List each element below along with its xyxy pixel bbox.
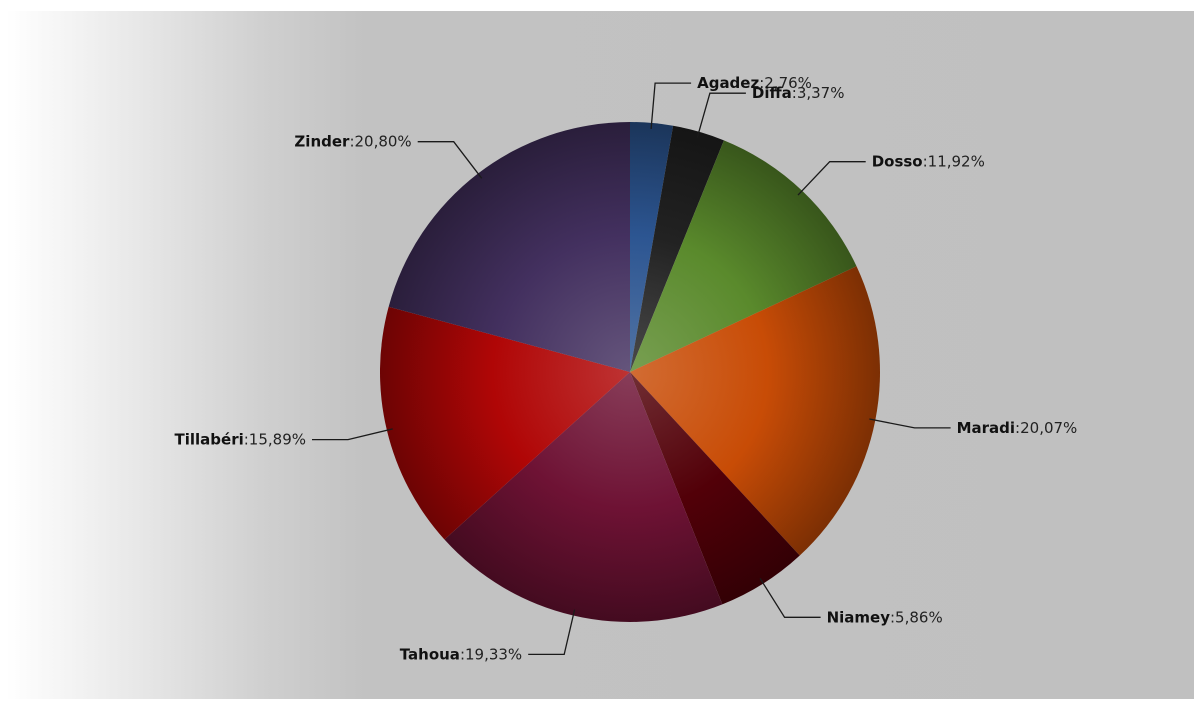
- slice-label-name: Maradi: [957, 419, 1015, 437]
- slice-label-percent: :11,92%: [923, 153, 985, 171]
- slice-label-name: Dosso: [872, 153, 923, 171]
- leader-line-tillaberi: [312, 428, 393, 441]
- slice-label-percent: :2,76%: [759, 74, 812, 92]
- pie-slice-tahoua[interactable]: [444, 372, 723, 622]
- leader-line-niamey: [759, 578, 821, 618]
- pie-slice-tillaberi[interactable]: [379, 306, 630, 540]
- slice-label-diffa: Diffa:3,37%: [752, 84, 845, 102]
- slice-label-name: Agadez: [697, 74, 759, 92]
- leader-line-tahoua: [528, 609, 576, 656]
- slice-label-name: Tahoua: [400, 645, 460, 663]
- slice-label-agadez: Agadez:2,76%: [697, 74, 812, 92]
- slice-label-tillaberi: Tillabéri:15,89%: [175, 431, 306, 449]
- pie-slice-niamey[interactable]: [630, 372, 800, 605]
- slice-label-percent: :15,89%: [244, 431, 306, 449]
- pie-chart: Agadez:2,76%Diffa:3,37% Dosso:11,92% Marad…: [175, 74, 1078, 663]
- slice-label-name: Tillabéri: [175, 431, 244, 449]
- chart-panel: Agadez:2,76% Diffa:3,37% Dosso:11,92% Marad…: [6, 11, 1194, 699]
- pie-slice-zinder[interactable]: [388, 122, 630, 372]
- leader-line-diffa: [696, 92, 746, 138]
- pie-slice-dosso[interactable]: [630, 140, 857, 372]
- slice-label-percent: :5,86%: [890, 608, 943, 626]
- leader-line-maradi: [869, 418, 951, 429]
- slice-label-tahoua: Tahoua:19,33%: [400, 645, 522, 663]
- slice-label-dosso: Dosso:11,92%: [872, 153, 985, 171]
- slice-label-name: Zinder: [294, 133, 350, 151]
- slice-label-percent: :19,33%: [460, 645, 522, 663]
- leader-line-agadez: [650, 82, 692, 129]
- slice-label-zinder: Zinder:20,80%: [294, 133, 411, 151]
- pie-slice-diffa[interactable]: [630, 125, 724, 372]
- pie-slices: [379, 121, 881, 622]
- pie-slice-agadez[interactable]: [630, 121, 674, 372]
- slice-label-percent: :3,37%: [792, 84, 845, 102]
- slice-label-percent: :20,80%: [349, 133, 411, 151]
- leader-line-dosso: [797, 161, 866, 196]
- slice-label-name: Diffa: [752, 84, 792, 102]
- leader-line-zinder: [417, 141, 483, 179]
- slice-label-niamey: Niamey:5,86%: [827, 608, 943, 626]
- pie-labels: Agadez:2,76%Diffa:3,37% Dosso:11,92% Marad…: [175, 74, 1078, 663]
- slice-label-percent: :20,07%: [1015, 419, 1077, 437]
- pie-slice-maradi[interactable]: [630, 266, 881, 556]
- slice-label-maradi: Maradi:20,07%: [957, 419, 1078, 437]
- slice-label-name: Niamey: [827, 608, 891, 626]
